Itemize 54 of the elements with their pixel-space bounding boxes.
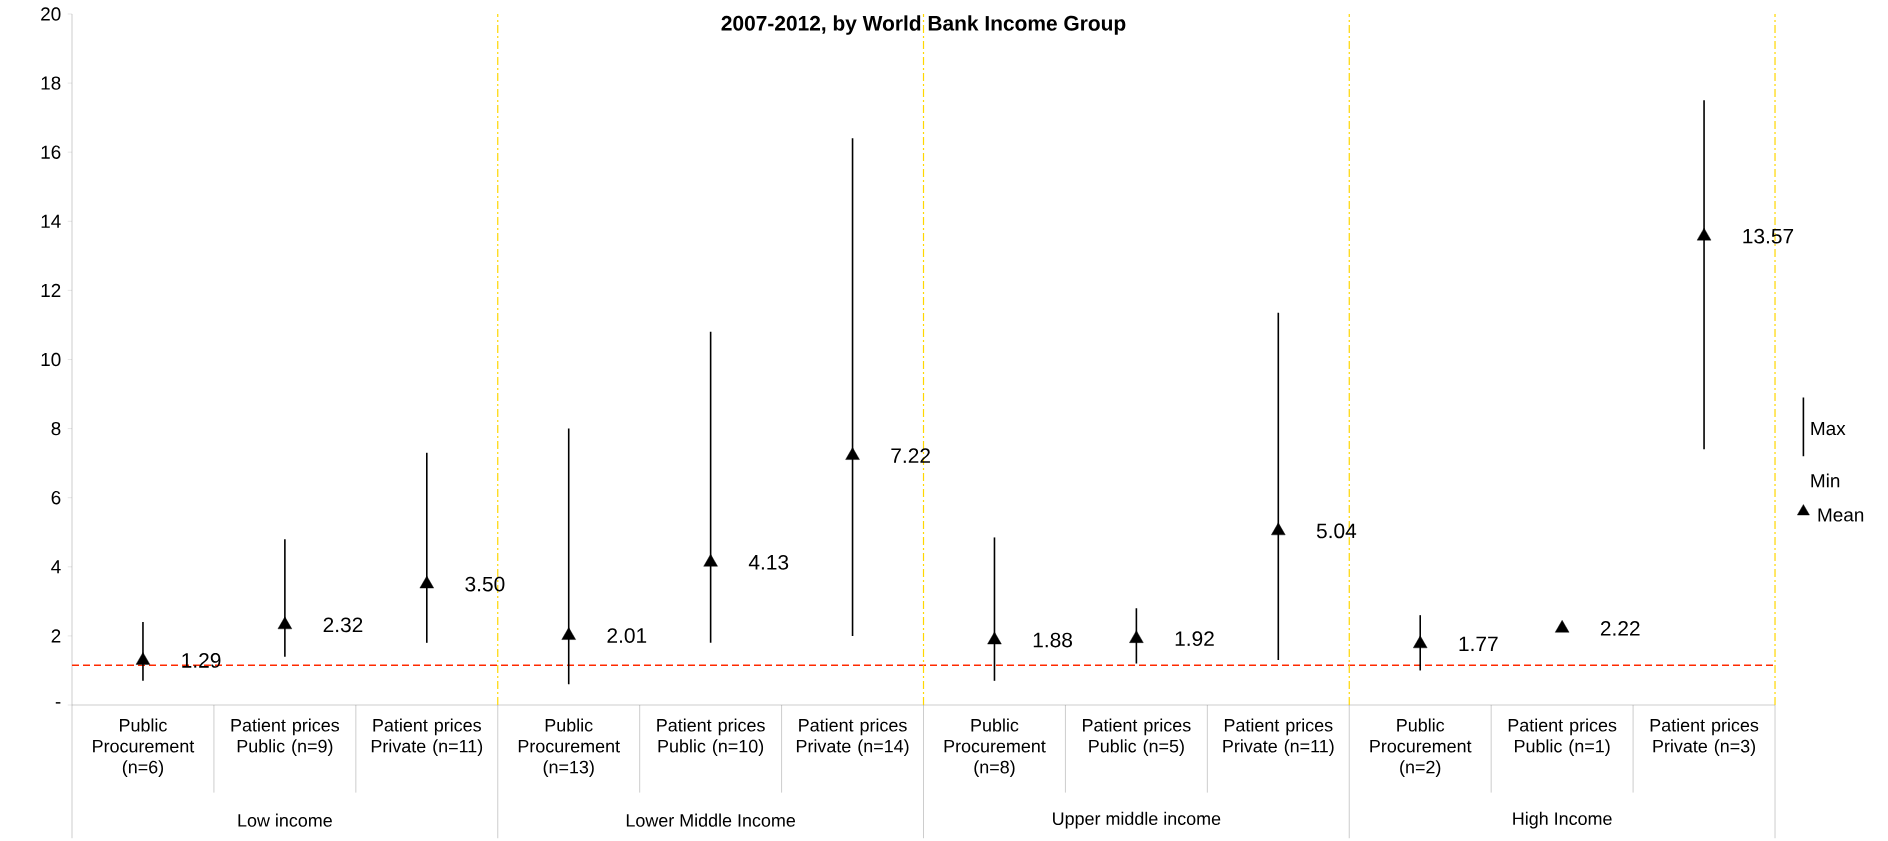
- x-tick-label: Public Procurement (n=8): [944, 718, 1046, 777]
- y-tick-label: 2: [51, 629, 61, 643]
- y-tick-label: 10: [41, 352, 61, 367]
- point: [1129, 630, 1144, 643]
- x-tick-label: Public Procurement (n=6): [93, 718, 195, 777]
- data-label: 7.22: [891, 448, 930, 463]
- point: [1696, 227, 1712, 241]
- text: Min: [1811, 473, 1840, 488]
- data-label: 2.01: [607, 628, 647, 643]
- x-tick-label: Patient prices Public (n=5): [1083, 718, 1191, 757]
- x-tick-label: Patient prices Private (n=11): [371, 718, 483, 757]
- text: Max: [1811, 422, 1846, 436]
- x-tick-label: Patient prices Public (n=9): [231, 718, 340, 757]
- chart-title: 2007-2012, by World Bank Income Group: [721, 15, 1126, 35]
- data-label: 1.88: [1033, 632, 1072, 648]
- data-label: 4.13: [748, 554, 789, 570]
- y-tick-label: 4: [51, 560, 61, 574]
- x-tick-label: Patient prices Public (n=10): [657, 718, 765, 757]
- data-label: 3.50: [465, 576, 505, 592]
- point: [419, 575, 434, 589]
- point: [1555, 620, 1570, 633]
- y-tick-label: 16: [41, 145, 61, 159]
- y-tick-label: 20: [41, 7, 61, 21]
- point: [277, 616, 292, 630]
- y-tick-label: 14: [41, 214, 61, 228]
- text: Lower Middle Income: [626, 813, 796, 827]
- data-label: 1.92: [1175, 631, 1214, 647]
- point: [1413, 635, 1428, 649]
- point: [135, 652, 151, 665]
- y-tick-label: 6: [51, 491, 61, 505]
- point: [845, 447, 860, 460]
- legend-label: Mean: [1818, 508, 1864, 522]
- text: Upper middle income: [1053, 811, 1221, 829]
- x-tick-label: Patient prices Private (n=14): [796, 718, 909, 757]
- text: Low income: [238, 813, 332, 827]
- point: [561, 627, 576, 640]
- data-label: 2.32: [323, 617, 363, 633]
- y-tick-label: -: [55, 702, 61, 704]
- y-tick-label: 18: [41, 76, 61, 90]
- x-tick-label: Public Procurement (n=13): [518, 718, 620, 777]
- point: [703, 554, 718, 567]
- x-tick-label: Patient prices Private (n=11): [1223, 718, 1334, 757]
- y-tick-label: 12: [41, 283, 61, 297]
- point: [1271, 522, 1286, 536]
- x-tick-label: Public Procurement (n=2): [1370, 718, 1472, 777]
- data-label: 5.04: [1316, 523, 1357, 539]
- text: High Income: [1513, 811, 1612, 829]
- data-label: 2.22: [1600, 620, 1640, 636]
- point: [987, 631, 1002, 645]
- y-tick-label: 8: [51, 421, 61, 436]
- x-tick-label: Patient prices Private (n=3): [1650, 718, 1759, 757]
- data-label: 1.77: [1459, 636, 1498, 652]
- x-tick-label: Patient prices Public (n=1): [1508, 718, 1617, 757]
- data-label: 1.29: [182, 653, 221, 668]
